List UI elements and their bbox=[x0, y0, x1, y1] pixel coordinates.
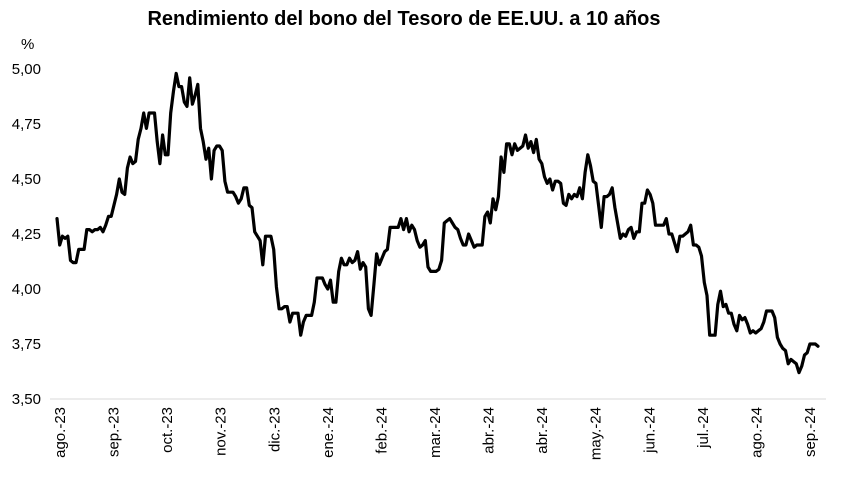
x-tick-label: sep.-23 bbox=[106, 407, 123, 457]
x-tick-label: sep.-24 bbox=[802, 407, 819, 457]
x-tick-label: dic.-23 bbox=[266, 407, 283, 452]
y-tick-label: 5,00 bbox=[12, 61, 41, 78]
y-tick-label: 4,50 bbox=[12, 171, 41, 188]
series-line bbox=[55, 71, 820, 375]
x-tick-label: abr.-24 bbox=[481, 407, 498, 454]
x-tick-label: jul.-24 bbox=[695, 407, 712, 449]
x-tick-label: jun.-24 bbox=[641, 407, 658, 454]
x-tick-label: may.-24 bbox=[588, 407, 605, 460]
y-tick-label: 4,25 bbox=[12, 226, 41, 243]
y-tick-label: 3,50 bbox=[12, 391, 41, 408]
x-tick-label: ago.-24 bbox=[748, 407, 765, 458]
y-axis: 3,50 3,75 4,00 4,25 4,50 4,75 5,00 bbox=[12, 61, 41, 408]
x-axis: ago.-23 sep.-23 oct.-23 nov.-23 dic.-23 ene.-… bbox=[52, 407, 819, 460]
chart-title: Rendimiento del bono del Tesoro de EE.UU… bbox=[147, 8, 660, 30]
x-tick-label: feb.-24 bbox=[373, 407, 390, 454]
y-tick-label: 4,00 bbox=[12, 281, 41, 298]
x-tick-label: ene.-24 bbox=[320, 407, 337, 458]
y-axis-unit-label: % bbox=[21, 36, 34, 53]
x-tick-label: mar.-24 bbox=[427, 407, 444, 458]
x-tick-label: nov.-23 bbox=[213, 407, 230, 456]
x-tick-label: abr.-24 bbox=[534, 407, 551, 454]
y-tick-label: 4,75 bbox=[12, 116, 41, 133]
y-tick-label: 3,75 bbox=[12, 336, 41, 353]
x-tick-label: oct.-23 bbox=[159, 407, 176, 453]
x-tick-label: ago.-23 bbox=[52, 407, 69, 458]
